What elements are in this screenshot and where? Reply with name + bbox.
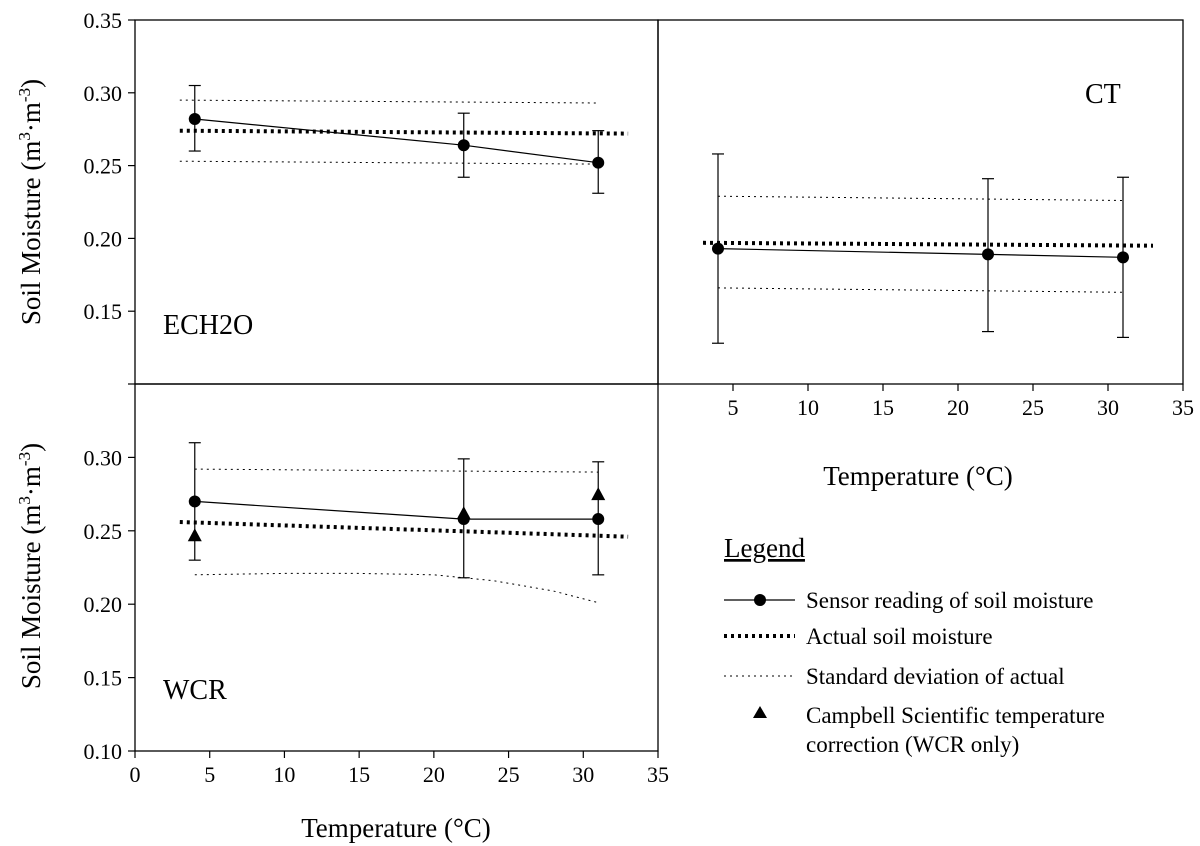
sensor-point-ech2o-0: [188, 113, 201, 126]
y-tick-label-wcr-3: 0.25: [84, 519, 123, 544]
sd-upper-line-ech2o: [179, 99, 599, 104]
actual-line-wcr: [179, 520, 629, 539]
y-tick-label-ech2o-2: 0.25: [84, 154, 123, 179]
x-tick-label-ct-0: 5: [728, 395, 739, 420]
y-tick-label-ech2o-3: 0.30: [84, 81, 123, 106]
panel-label-ech2o: ECH2O: [163, 310, 253, 341]
legend-label-sensor: Sensor reading of soil moisture: [806, 588, 1093, 613]
sensor-point-ct-2: [1117, 251, 1129, 264]
panel-frames: [134, 19, 1184, 752]
x-tick-label-wcr-3: 15: [348, 762, 370, 787]
sd-lower-line-wcr: [194, 572, 599, 604]
x-tick-label-ct-2: 15: [872, 395, 894, 420]
x-tick-label-wcr-6: 30: [572, 762, 594, 787]
panel-label-wcr: WCR: [163, 675, 227, 706]
axis-ticks: 0.15 0.20 0.25 0.30 0.35 5 10 15 20 25 30 35 0.10 0.1…: [84, 8, 1195, 787]
sensor-point-ct-1: [982, 248, 994, 261]
y-tick-label-wcr-1: 0.15: [84, 666, 123, 691]
sensor-line-wcr: [194, 500, 599, 520]
y-tick-label-wcr-2: 0.20: [84, 592, 123, 617]
x-tick-label-wcr-7: 35: [647, 762, 669, 787]
y-tick-label-wcr-0: 0.10: [84, 739, 123, 764]
legend-marker-campbell: [753, 706, 767, 718]
sensor-point-ech2o-1: [457, 139, 470, 152]
campbell-point-wcr-2: [591, 487, 606, 501]
x-tick-label-wcr-1: 5: [204, 762, 215, 787]
panel-frame-wcr: [134, 383, 659, 752]
x-axis-label-left: Temperature (°C): [301, 813, 491, 843]
y-tick-label-ech2o-0: 0.15: [84, 299, 123, 324]
y-tick-label-ech2o-4: 0.35: [84, 8, 123, 33]
legend-label-actual: Actual soil moisture: [806, 624, 993, 649]
sd-upper-line-ct: [717, 195, 1124, 201]
x-tick-label-ct-3: 20: [947, 395, 969, 420]
sd-upper-line-wcr: [194, 468, 599, 473]
x-tick-label-ct-5: 30: [1097, 395, 1119, 420]
sensor-line-ech2o: [194, 118, 599, 164]
panel-frame-ct: [657, 19, 1184, 385]
panel-label-ct: CT: [1085, 79, 1121, 110]
sensor-point-ech2o-2: [592, 156, 605, 169]
sensor-point-ct-0: [712, 242, 724, 255]
x-tick-label-wcr-0: 0: [130, 762, 141, 787]
y-tick-label-wcr-4: 0.30: [84, 445, 123, 470]
x-tick-label-ct-1: 10: [797, 395, 819, 420]
campbell-point-wcr-0: [187, 528, 202, 542]
sensor-line-ct: [717, 248, 1124, 258]
chart-marks: [179, 84, 1154, 604]
legend-title: Legend: [724, 533, 805, 563]
legend-marker-sensor: [754, 594, 766, 606]
sd-lower-line-ech2o: [179, 160, 599, 165]
x-tick-label-ct-4: 25: [1022, 395, 1044, 420]
sensor-point-wcr-0: [188, 495, 201, 508]
x-axis-label-right: Temperature (°C): [823, 461, 1013, 491]
legend-label-sd: Standard deviation of actual: [806, 664, 1065, 689]
sd-lower-line-ct: [717, 287, 1124, 293]
x-tick-label-wcr-2: 10: [273, 762, 295, 787]
campbell-point-wcr-1: [456, 506, 471, 520]
actual-line-ct: [702, 240, 1154, 248]
legend-label-campbell-1: Campbell Scientific temperature: [806, 703, 1105, 728]
y-tick-label-ech2o-1: 0.20: [84, 226, 123, 251]
y-axis-label-top: Soil Moisture (m3·m-3): [15, 79, 46, 325]
legend: Legend Sensor reading of soil moisture A…: [724, 533, 1105, 757]
legend-label-campbell-2: correction (WCR only): [806, 732, 1019, 757]
actual-line-ech2o: [179, 128, 629, 136]
x-tick-label-ct-6: 35: [1172, 395, 1194, 420]
y-axis-label-bottom: Soil Moisture (m3·m-3): [15, 443, 46, 689]
x-tick-label-wcr-4: 20: [423, 762, 445, 787]
sensor-point-wcr-2: [592, 513, 605, 526]
x-tick-label-wcr-5: 25: [498, 762, 520, 787]
